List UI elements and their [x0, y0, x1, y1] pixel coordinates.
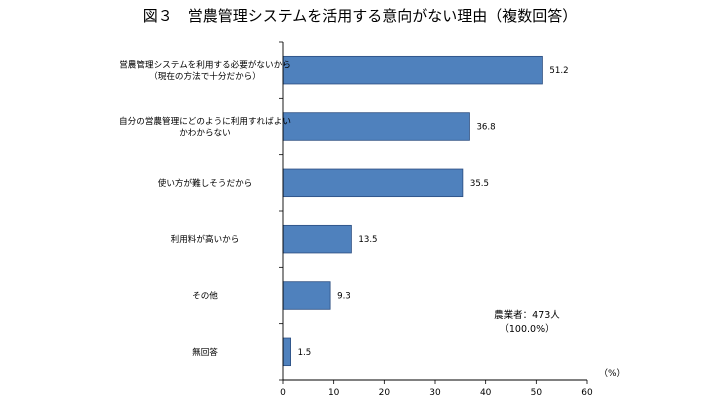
value-label-5: 1.5	[298, 348, 312, 358]
x-tick-label-5: 50	[531, 388, 543, 398]
annotation-line-1: （100.0%）	[499, 323, 554, 335]
annotation-line-0: 農業者：473人	[494, 309, 560, 321]
category-label-5-0: 無回答	[192, 346, 218, 358]
x-tick-label-3: 30	[429, 388, 441, 398]
category-label-1-0: 自分の営農管理にどのように利用すればよい	[119, 115, 291, 127]
unit-label: （%）	[599, 368, 626, 379]
bar-0	[282, 55, 543, 85]
chart-title: 図３ 営農管理システムを活用する意向がない理由（複数回答）	[143, 7, 578, 25]
category-label-0-0: 営農管理システムを利用する必要がないから	[119, 58, 291, 70]
bar-2	[282, 168, 464, 198]
category-label-3-0: 利用料が高いから	[171, 233, 240, 245]
bar-5	[282, 337, 291, 367]
x-tick-label-4: 40	[480, 388, 492, 398]
category-label-0-1: （現在の方法で十分だから）	[149, 70, 261, 82]
category-label-2-0: 使い方が難しそうだから	[158, 177, 253, 189]
x-tick-label-2: 20	[379, 388, 391, 398]
x-tick-label-0: 0	[280, 388, 286, 398]
category-label-1-1: かわからない	[179, 127, 231, 138]
value-label-4: 9.3	[337, 292, 351, 302]
value-label-0: 51.2	[549, 66, 568, 76]
bar-1	[282, 112, 470, 141]
x-tick-label-1: 10	[328, 388, 340, 398]
x-tick-label-6: 60	[581, 388, 593, 398]
bar-3	[282, 224, 352, 254]
value-label-1: 36.8	[476, 123, 495, 133]
category-label-4-0: その他	[192, 290, 218, 302]
value-label-2: 35.5	[470, 179, 489, 189]
bar-4	[282, 281, 331, 310]
value-label-3: 13.5	[358, 235, 377, 245]
